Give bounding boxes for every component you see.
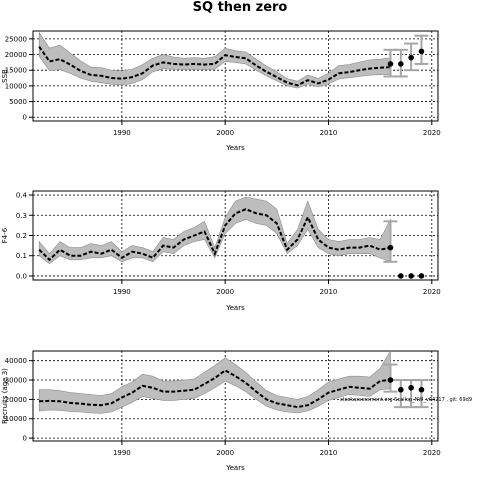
- y-tick-label: 0.3: [16, 212, 27, 220]
- forecast-point: [387, 244, 394, 251]
- forecast-point: [387, 377, 394, 383]
- y-tick-label: 40000: [5, 357, 27, 365]
- y-tick-label: 0.1: [16, 252, 27, 260]
- forecast-point: [408, 273, 414, 279]
- figure-title: SQ then zero: [192, 0, 288, 15]
- watermark-text: stockassessment.org Scallop_NW_v04217 , …: [340, 397, 472, 403]
- plot-frame-1: [32, 30, 439, 122]
- plot-frame-3: [32, 350, 439, 442]
- x-tick-label: 2020: [423, 288, 441, 296]
- x-tick-label: 2020: [423, 449, 441, 457]
- confidence-band: [38, 31, 391, 89]
- x-tick-label: 2000: [216, 129, 234, 137]
- y-tick-label: 0.2: [16, 232, 27, 240]
- y-tick-label: 0.0: [16, 272, 27, 280]
- estimate-line: [38, 208, 391, 262]
- y-axis-label: SSB: [1, 69, 9, 83]
- x-tick-label: 2010: [320, 449, 338, 457]
- x-tick-label: 1990: [113, 288, 131, 296]
- forecast-point: [418, 273, 425, 279]
- x-tick-label: 1990: [113, 129, 131, 137]
- x-axis-label: Years: [225, 144, 245, 152]
- x-tick-label: 1990: [113, 449, 131, 457]
- forecast-point: [398, 61, 404, 67]
- y-tick-label: 0.4: [16, 192, 28, 200]
- y-tick-label: 10000: [5, 82, 27, 90]
- forecast-point: [398, 273, 404, 279]
- x-axis-label: Years: [225, 464, 245, 472]
- y-tick-label: 25000: [5, 35, 27, 43]
- estimate-line: [39, 369, 391, 409]
- forecast-point: [408, 54, 414, 61]
- forecast-point: [387, 61, 394, 67]
- y-tick-label: 20000: [5, 396, 27, 404]
- y-tick-label: 15000: [5, 67, 27, 75]
- x-tick-label: 2000: [216, 449, 234, 457]
- x-tick-label: 2020: [423, 129, 441, 137]
- y-tick-label: 20000: [5, 51, 27, 59]
- y-tick-label: 0: [23, 114, 27, 122]
- x-tick-label: 2010: [320, 129, 338, 137]
- forecast-point: [418, 48, 425, 55]
- y-axis-label: F4-6: [1, 227, 9, 243]
- x-tick-label: 2010: [320, 288, 338, 296]
- x-axis-label: Years: [225, 304, 245, 312]
- y-axis-label: Recruits (age 3): [1, 368, 9, 424]
- x-tick-label: 2000: [216, 288, 234, 296]
- forecast-point: [408, 384, 414, 391]
- y-tick-label: 10000: [5, 415, 27, 423]
- forecast-point: [398, 386, 404, 393]
- y-tick-label: 0: [23, 435, 27, 443]
- forecast-point: [418, 386, 425, 393]
- y-tick-label: 30000: [5, 377, 27, 385]
- y-tick-label: 5000: [9, 98, 27, 106]
